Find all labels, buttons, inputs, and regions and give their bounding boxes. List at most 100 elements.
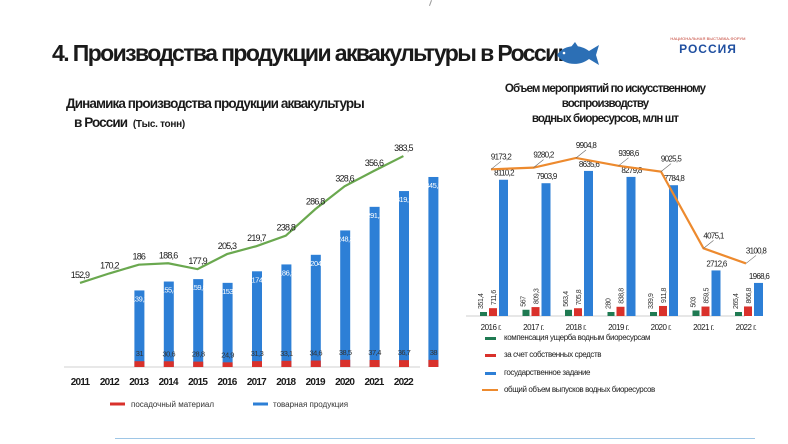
left-x-tick-label: 2022 [394,377,414,388]
left-bar-red-label: 31 [136,349,144,358]
left-bar-red [428,359,439,367]
left-bar-red [163,361,174,367]
logo-subtitle: НАЦИОНАЛЬНАЯ ВЫСТАВКА-ФОРУМ [670,36,746,41]
left-total-line [79,155,404,284]
left-bar-blue [399,191,409,367]
right-legend-label: компенсация ущерба водным биоресурсам [504,333,650,342]
right-bar-red [531,307,540,316]
left-legend-red-label: посадочный материал [131,400,214,409]
left-line-label: 219,7 [247,233,266,243]
right-total-line [490,156,747,265]
left-chart-title-line2: в России [74,115,128,130]
left-line-label: 286,8 [306,196,325,206]
left-chart-title: Динамика производства продукции аквакуль… [66,94,416,134]
logo-title: РОССИЯ [679,42,737,56]
left-bar-red-label: 34,6 [309,349,322,358]
left-line-label: 205,3 [218,241,237,251]
right-bar-blue-label: 8279,8 [621,166,643,175]
left-bar-red [252,361,262,367]
right-bar-green [522,309,530,316]
left-bar-red [134,361,145,367]
left-bar-blue-label: 159,8 [190,283,207,292]
left-bar-red [340,359,351,367]
right-bar-green-label: 563,4 [563,291,570,307]
right-bar-red-label: 838,8 [619,288,626,304]
left-bar-blue [281,264,292,367]
left-chart-title-line1: Динамика производства продукции аквакуль… [66,96,365,111]
right-bar-green [480,312,487,316]
right-chart-title-line3: водных биоресурсов, млн шт [531,113,679,125]
left-bar-blue-label: 186,5 [278,268,295,277]
left-x-tick-label: 2018 [276,377,296,388]
right-bar-red-label: 859,5 [704,288,711,304]
right-bar-red-label: 711,6 [491,290,498,306]
left-bar-red-label: 33,1 [280,349,293,358]
left-x-tick-label: 2020 [335,377,355,388]
left-bar-blue [310,254,321,367]
left-bar-red-label: 28,8 [192,350,205,359]
left-bar-blue-label: 155,4 [161,286,178,295]
right-bar-blue [499,179,508,316]
fish-icon [557,42,599,65]
right-bar-blue-label: 8635,6 [579,160,601,169]
right-legend-swatch [485,354,496,357]
left-line-label: 328,6 [335,173,354,183]
left-bar-blue [193,279,204,367]
left-bar-red [369,360,380,367]
right-line-label: 9025,5 [661,155,683,164]
slide-title: 4. Производства продукции аквакультуры в… [52,40,572,66]
left-bar-red-label: 37,4 [368,348,381,357]
right-bar-green [565,309,572,316]
left-bar-blue-label: 345,5 [425,181,442,190]
right-line-label: 9280,2 [533,151,555,160]
left-x-tick-label: 2016 [217,377,237,388]
left-bar-blue [252,271,262,367]
left-line-label: 186 [132,252,145,262]
right-line-leader [703,240,714,249]
left-x-tick-label: 2013 [129,377,149,388]
left-x-tick-label: 2017 [247,377,267,388]
left-line-label: 188,6 [159,250,178,260]
left-bar-blue [163,281,174,367]
right-line-leader [660,163,672,172]
left-x-tick-label: 2014 [159,377,179,388]
right-bar-green-label: 339,9 [648,293,655,309]
left-bar-red-label: 31,3 [251,349,264,358]
left-line-label: 383,5 [394,143,413,153]
right-bar-blue [584,170,593,316]
right-line-leader [575,149,587,159]
left-bar-red [281,360,292,367]
right-bar-green [692,310,700,316]
right-line-label: 9904,8 [576,141,598,150]
right-x-tick-label: 2018 г. [566,323,587,332]
right-bar-blue-label: 7903,9 [536,172,558,181]
left-line-label: 152,9 [71,270,90,280]
right-bar-red [701,306,710,316]
right-line-label: 9173,2 [491,152,513,161]
left-line-label: 177,9 [188,256,207,266]
left-line-label: 170,2 [100,260,119,270]
left-line-label: 238,8 [277,223,296,233]
right-x-tick-label: 2016 г. [481,323,502,332]
right-bar-green-label: 503 [691,296,698,307]
right-bar-green-label: 351,4 [478,293,485,309]
bottom-divider [115,438,755,439]
left-bar-blue [369,206,380,367]
right-bar-blue-label: 7784,8 [664,174,686,183]
right-bar-blue [541,183,551,316]
left-bar-red [310,360,321,367]
left-bar-red [399,360,409,367]
right-legend-label: общий объем выпусков водных биоресурсов [504,385,655,394]
right-chart-title: Объем мероприятий по искусственному восп… [470,82,740,127]
right-bar-green [607,312,615,316]
right-bar-red [659,305,667,316]
right-line-label: 3100,8 [746,246,768,255]
right-legend-swatch [485,372,496,375]
left-bar-blue-label: 319,9 [396,195,413,204]
left-legend-blue-label: товарная продукция [273,400,348,409]
left-bar-blue [222,282,233,367]
left-line-label: 356,6 [365,158,384,168]
left-x-tick-label: 2012 [100,377,120,388]
right-bar-blue [669,185,678,316]
